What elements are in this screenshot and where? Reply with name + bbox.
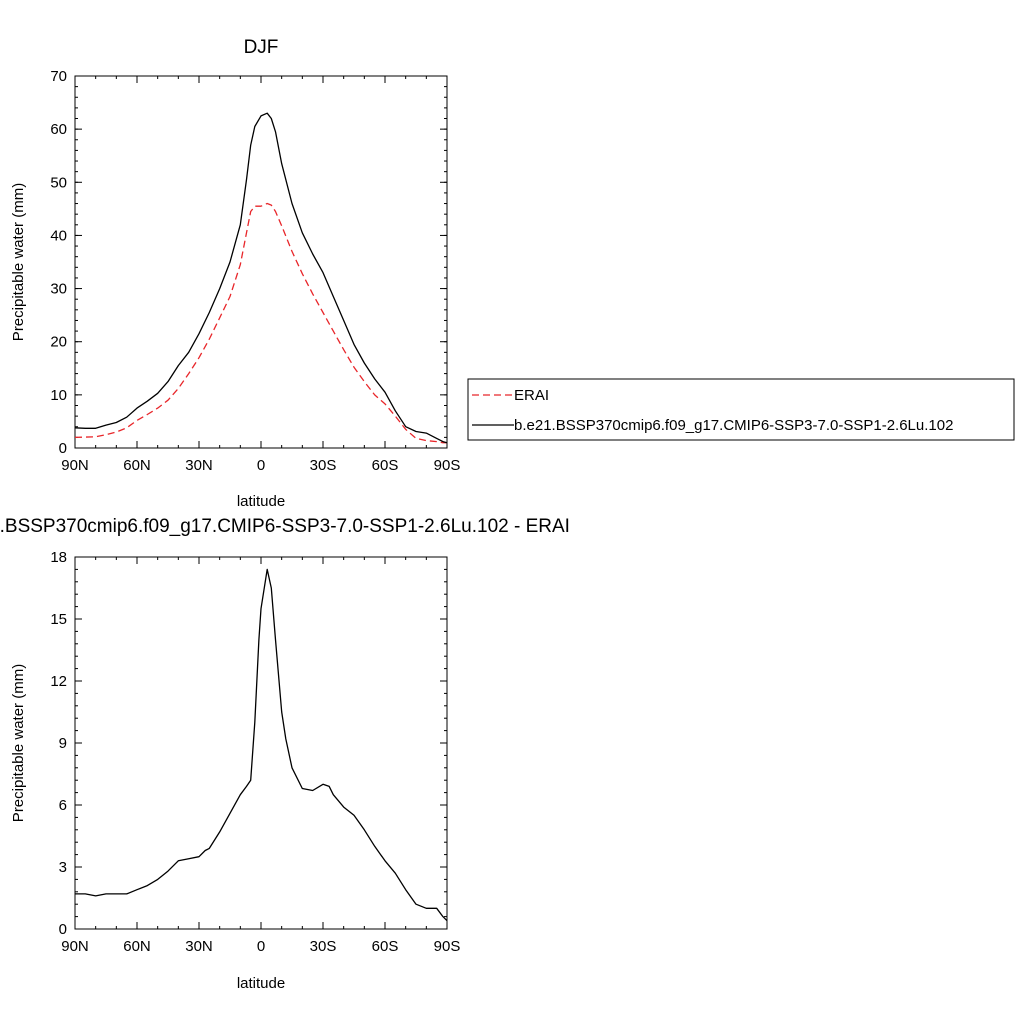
top-x-tick-label: 90N: [61, 457, 89, 474]
bottom-x-tick-label: 30S: [310, 938, 337, 955]
bottom-x-tick-label: 90S: [434, 938, 461, 955]
top-x-tick-label: 90S: [434, 457, 461, 474]
top-panel-title: DJF: [244, 37, 279, 58]
top-x-axis-label: latitude: [237, 493, 285, 510]
legend-label-erai: ERAI: [514, 387, 549, 404]
top-y-axis-label: Precipitable water (mm): [10, 183, 27, 341]
bottom-panel-title: b.e21.BSSP370cmip6.f09_g17.CMIP6-SSP3-7.…: [0, 516, 570, 537]
top-y-tick-label: 70: [50, 68, 67, 85]
bottom-plot-area: 90N 60N 30N 0 30S 60S 90S 0 3 6 9 12 15 18: [50, 549, 460, 955]
bottom-y-tick-label: 18: [50, 549, 67, 566]
top-x-tick-label: 0: [257, 457, 265, 474]
top-y-tick-label: 0: [59, 440, 67, 457]
top-y-tick-label: 10: [50, 387, 67, 404]
top-y-tick-label: 60: [50, 121, 67, 138]
bottom-series-line-0: [75, 568, 448, 922]
top-y-tick-label: 30: [50, 281, 67, 298]
top-x-tick-label: 30S: [310, 457, 337, 474]
legend-box: [467, 378, 1015, 441]
bottom-y-axis-label: Precipitable water (mm): [10, 664, 27, 822]
bottom-y-tick-label: 9: [59, 735, 67, 752]
top-panel: DJF 90N 60N 30N 0 30S 60S 90S 0 10 20 30 40 50 60 70 l…: [10, 37, 1015, 510]
bottom-y-tick-label: 6: [59, 797, 67, 814]
top-y-tick-label: 50: [50, 174, 67, 191]
top-y-tick-label: 40: [50, 227, 67, 244]
top-x-tick-label: 60S: [372, 457, 399, 474]
bottom-y-tick-label: 0: [59, 921, 67, 938]
bottom-y-tick-label: 3: [59, 859, 67, 876]
top-plot-area: 90N 60N 30N 0 30S 60S 90S 0 10 20 30 40 50 60 70: [50, 68, 460, 474]
top-x-tick-label: 60N: [123, 457, 151, 474]
bottom-y-tick-label: 12: [50, 673, 67, 690]
bottom-panel: b.e21.BSSP370cmip6.f09_g17.CMIP6-SSP3-7.…: [0, 516, 570, 992]
top-x-tick-label: 30N: [185, 457, 213, 474]
bottom-x-tick-label: 0: [257, 938, 265, 955]
legend: ERAI b.e21.BSSP370cmip6.f09_g17.CMIP6-SS…: [467, 378, 1015, 441]
bottom-x-tick-label: 60S: [372, 938, 399, 955]
bottom-x-tick-label: 90N: [61, 938, 89, 955]
top-y-tick-label: 20: [50, 334, 67, 351]
top-series-line-1: [74, 112, 448, 444]
bottom-x-axis-label: latitude: [237, 975, 285, 992]
top-series-line-0: [74, 202, 447, 444]
bottom-x-tick-label: 30N: [185, 938, 213, 955]
bottom-x-tick-label: 60N: [123, 938, 151, 955]
legend-label-model: b.e21.BSSP370cmip6.f09_g17.CMIP6-SSP3-7.…: [514, 417, 953, 434]
bottom-y-tick-label: 15: [50, 611, 67, 628]
